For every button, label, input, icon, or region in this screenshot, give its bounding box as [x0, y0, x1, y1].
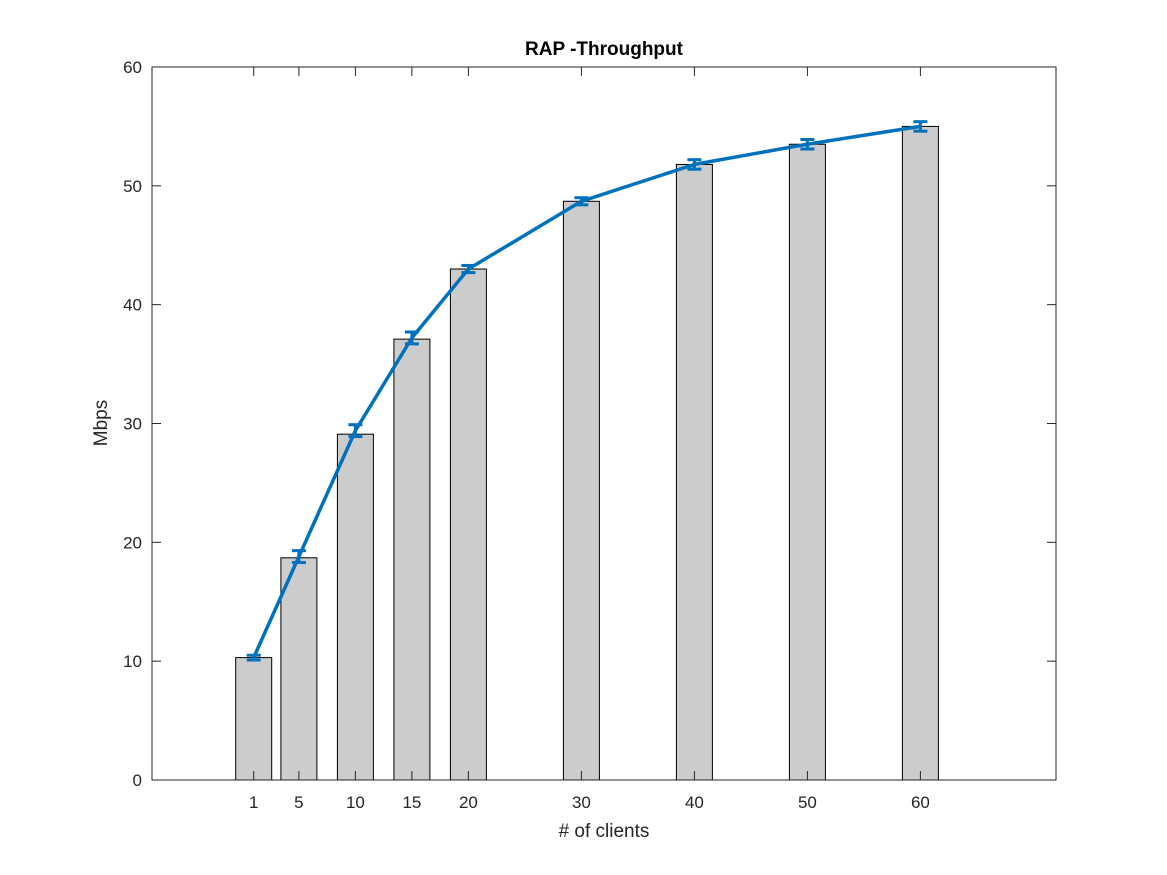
bar-15	[393, 338, 431, 781]
bar-60	[901, 125, 939, 781]
bar-50	[788, 143, 826, 781]
x-tick-label: 30	[572, 793, 591, 812]
error-bar-40	[687, 158, 702, 171]
error-bar-60	[913, 120, 928, 133]
x-tick-label: 50	[798, 793, 817, 812]
y-tick-label: 20	[123, 533, 142, 552]
error-bar-50	[800, 137, 815, 151]
bar-5	[280, 557, 318, 781]
x-axis-label: # of clients	[559, 821, 650, 842]
x-tick-label: 1	[249, 793, 258, 812]
y-tick-label: 10	[123, 652, 142, 671]
y-tick-label: 50	[123, 177, 142, 196]
x-tick-label: 5	[294, 793, 303, 812]
bar-30	[562, 200, 600, 781]
x-tick-label: 20	[459, 793, 478, 812]
bar-20	[449, 268, 487, 781]
chart-title: RAP -Throughput	[525, 39, 684, 60]
error-bar-1	[246, 653, 261, 662]
y-tick-label: 30	[123, 415, 142, 434]
bar-series	[235, 125, 939, 781]
bar-1	[235, 657, 273, 781]
error-bar-5	[291, 549, 306, 565]
error-bar-15	[404, 330, 419, 346]
bar-40	[675, 163, 713, 781]
x-tick-label: 15	[402, 793, 421, 812]
y-axis-label: Mbps	[91, 400, 112, 446]
bar-10	[336, 433, 374, 781]
error-bar-20	[461, 263, 476, 275]
y-tick-label: 60	[123, 58, 142, 77]
line-series	[246, 120, 928, 662]
x-tick-label: 60	[911, 793, 930, 812]
x-tick-label: 10	[346, 793, 365, 812]
error-bar-30	[574, 196, 589, 207]
x-tick-label: 40	[685, 793, 704, 812]
error-bar-10	[348, 423, 363, 439]
y-tick-label: 0	[133, 771, 142, 790]
y-tick-label: 40	[123, 296, 142, 315]
